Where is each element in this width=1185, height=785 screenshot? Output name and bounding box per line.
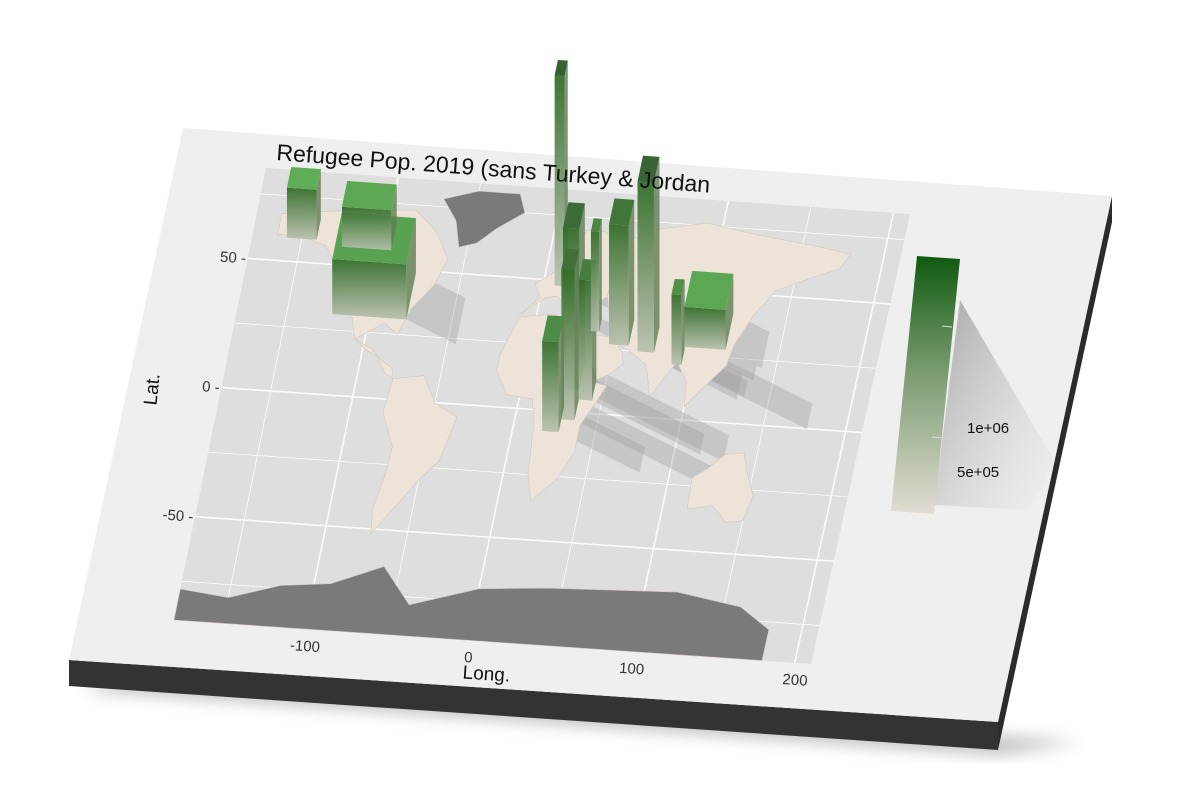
column-germany-front <box>554 75 565 287</box>
legend-colorbar <box>891 256 960 514</box>
legend: 1e+06 5e+05 <box>891 256 1055 514</box>
column-lebanon-side <box>599 218 602 332</box>
legend-label-1e6: 1e+06 <box>967 420 1009 437</box>
y-tick-label: 50 - <box>220 249 247 268</box>
column-bangladesh-front <box>671 294 682 365</box>
column-iran-side <box>628 199 635 346</box>
column-uganda-front <box>561 269 575 421</box>
board-right-edge <box>998 196 1112 750</box>
x-tick-label: 200 <box>782 671 808 690</box>
column-canada-side <box>391 184 397 251</box>
x-axis-label: Long. <box>462 662 511 686</box>
x-tick-label: 0 <box>464 649 474 667</box>
column-sudan-shadow <box>579 363 729 462</box>
x-tick-label: -100 <box>289 637 320 656</box>
column-iran-top <box>608 198 635 226</box>
x-gridline <box>793 212 895 664</box>
legend-tick-1e6 <box>941 325 953 328</box>
column-uganda-shadow <box>574 399 714 488</box>
column-china-top <box>684 270 734 310</box>
column-canada-top <box>341 180 397 211</box>
x-gridline <box>222 171 316 624</box>
column-lebanon-top <box>590 218 602 232</box>
column-lebanon-front <box>590 231 600 332</box>
legend-shadow <box>934 300 1055 510</box>
column-ethiopia-front <box>578 279 592 401</box>
column-usa-side <box>406 217 416 320</box>
y-axis-label: Lat. <box>140 373 164 407</box>
column-canada-front <box>341 206 392 251</box>
legend-label-5e5: 5e+05 <box>957 464 999 481</box>
land-south-america <box>370 375 458 536</box>
y-tick-label: 0 - <box>202 378 221 396</box>
column-bangladesh-side <box>681 279 685 365</box>
column-drc-side <box>558 316 565 433</box>
column-usa-front <box>332 259 407 320</box>
column-uganda-top <box>561 248 579 271</box>
land-australia <box>686 452 754 523</box>
x-gridline <box>467 189 565 641</box>
column-drc-front <box>542 341 559 433</box>
board-front-edge <box>69 660 998 750</box>
column-china-side <box>725 273 734 350</box>
column-ethiopia-shadow <box>591 379 705 455</box>
column-bangladesh-top <box>671 278 685 295</box>
column-alaska-side <box>316 169 321 240</box>
column-drc-top <box>542 315 565 343</box>
column-sudan-top <box>562 202 585 230</box>
land-antarctica <box>173 566 770 661</box>
x-tick-label: 100 <box>619 660 645 679</box>
legend-tick-5e5 <box>931 436 943 439</box>
column-iran-front <box>608 224 629 346</box>
y-gridline <box>194 515 834 562</box>
column-pakistan-front <box>637 181 654 353</box>
column-alaska-top <box>286 166 321 190</box>
column-alaska-front <box>286 187 317 240</box>
column-pakistan-top <box>637 155 660 183</box>
column-china-front <box>684 306 726 350</box>
column-uganda-side <box>574 249 579 421</box>
y-tick-label: -50 - <box>162 507 194 526</box>
column-germany-top <box>554 59 568 77</box>
land-greenland <box>443 190 526 248</box>
column-pakistan-side <box>653 156 660 353</box>
